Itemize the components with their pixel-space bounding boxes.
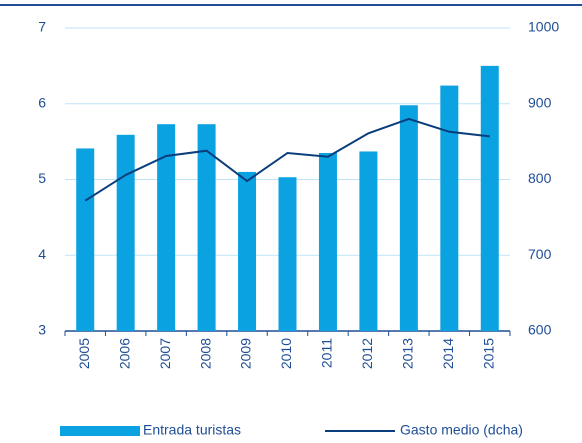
x-tick-label: 2011 [319,338,335,368]
bar [399,105,418,331]
bar [116,134,135,331]
bar [197,124,216,331]
x-tick-label: 2015 [480,338,496,369]
x-tick-label: 2008 [197,338,213,369]
bar [318,152,337,331]
y-tick-label: 3 [38,322,46,338]
bar [278,177,297,331]
x-tick-label: 2013 [400,338,416,369]
bar [440,85,459,331]
bar [480,65,499,331]
bar [238,171,257,331]
x-tick-label: 2014 [440,338,456,369]
bar [359,151,378,331]
bar [157,124,176,331]
x-tick-label: 2005 [76,338,92,369]
y2-tick-label: 600 [528,322,552,338]
y2-tick-label: 1000 [528,19,559,35]
bar [76,148,95,331]
legend-label: Gasto medio (dcha) [400,422,523,438]
x-tick-label: 2007 [157,338,173,369]
y2-tick-label: 900 [528,94,552,110]
y-tick-label: 6 [38,94,46,110]
x-tick-label: 2009 [238,338,254,369]
legend-label: Entrada turistas [143,422,241,438]
y2-tick-label: 700 [528,246,552,262]
y-tick-label: 5 [38,170,46,186]
y-tick-label: 4 [38,246,46,262]
y2-tick-label: 800 [528,170,552,186]
legend-swatch [60,426,140,436]
x-tick-label: 2012 [359,338,375,369]
y-tick-label: 7 [38,19,46,35]
x-tick-label: 2006 [116,338,132,369]
line [84,117,490,202]
x-tick-label: 2010 [278,338,294,369]
